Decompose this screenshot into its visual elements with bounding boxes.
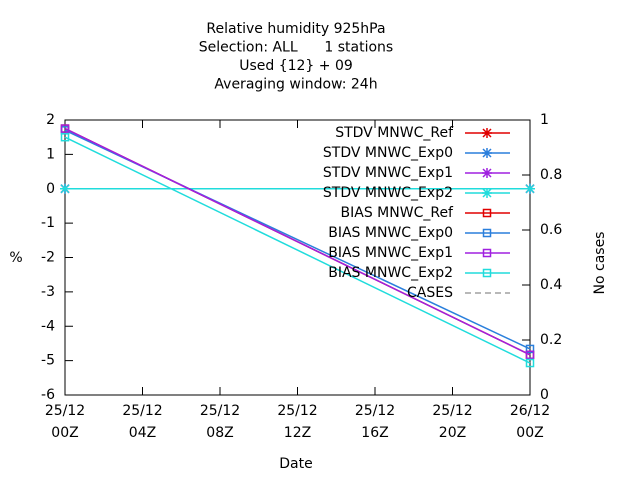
legend-label: CASES: [407, 285, 453, 301]
x-axis-label: Date: [279, 456, 312, 472]
y2-tick-label: 0.4: [540, 277, 562, 293]
series-line: [64, 136, 531, 364]
legend-label: STDV MNWC_Exp0: [323, 145, 453, 161]
legend-label: STDV MNWC_Exp2: [323, 185, 453, 201]
y-tick-label: -6: [41, 387, 55, 403]
legend-marker: [482, 168, 492, 178]
chart-title: Relative humidity 925hPa: [206, 21, 385, 37]
y-tick-label: -3: [41, 284, 55, 300]
y-tick-label: 0: [46, 181, 55, 197]
point-marker: [525, 183, 535, 194]
point-marker: [525, 358, 535, 368]
x-tick-label: 25/12 00Z: [44, 403, 86, 441]
y-tick-label: -1: [41, 215, 55, 231]
y-axis-label: %: [9, 250, 22, 266]
point-marker: [60, 132, 70, 142]
y2-tick-label: 0.8: [540, 167, 562, 183]
x-tick-label: 26/12 00Z: [509, 403, 551, 441]
legend-label: BIAS MNWC_Ref: [341, 205, 455, 221]
chart-title: Averaging window: 24h: [214, 77, 377, 93]
y-tick-label: -5: [41, 353, 55, 369]
y2-tick-label: 0.2: [540, 332, 562, 348]
legend-label: BIAS MNWC_Exp2: [328, 265, 453, 281]
x-tick-label: 25/12 08Z: [199, 403, 241, 441]
point-marker: [525, 344, 535, 354]
y-tick-label: -4: [41, 318, 55, 334]
legend-marker: [482, 228, 492, 238]
point-marker: [525, 350, 535, 360]
y2-tick-label: 0: [540, 387, 549, 403]
point-marker: [60, 124, 70, 133]
y2-axis-label: No cases: [592, 232, 608, 295]
x-tick-label: 25/12 04Z: [122, 403, 163, 441]
series-line: [64, 127, 531, 356]
legend-label: BIAS MNWC_Exp1: [328, 245, 453, 261]
legend-label: STDV MNWC_Exp1: [323, 165, 453, 181]
y2-tick-label: 1: [540, 112, 549, 128]
legend-marker: [482, 248, 492, 258]
chart-title: Used {12} + 09: [239, 58, 353, 74]
x-tick-label: 25/12 12Z: [277, 403, 318, 441]
plot-frame: [64, 119, 531, 396]
y-tick-label: 2: [46, 112, 55, 128]
y-tick-label: 1: [46, 146, 55, 162]
legend-marker: [482, 148, 492, 158]
chart-title: Selection: ALL 1 stations: [199, 40, 393, 56]
legend-marker: [482, 208, 492, 218]
legend-marker: [482, 268, 492, 278]
legend-marker: [482, 188, 492, 198]
legend-label: STDV MNWC_Ref: [335, 125, 454, 141]
y-tick-label: -2: [41, 250, 55, 266]
legend-marker: [482, 128, 492, 138]
x-tick-label: 25/12 16Z: [354, 403, 396, 441]
y2-tick-label: 0.6: [540, 222, 562, 238]
legend-label: BIAS MNWC_Exp0: [328, 225, 453, 241]
x-tick-label: 25/12 20Z: [432, 403, 473, 441]
point-marker: [60, 183, 70, 194]
